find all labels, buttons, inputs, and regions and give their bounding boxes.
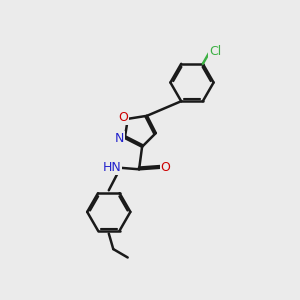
Text: Cl: Cl xyxy=(209,45,222,58)
Text: HN: HN xyxy=(103,161,122,174)
Text: N: N xyxy=(115,132,124,145)
Text: O: O xyxy=(118,111,128,124)
Text: O: O xyxy=(160,161,170,174)
